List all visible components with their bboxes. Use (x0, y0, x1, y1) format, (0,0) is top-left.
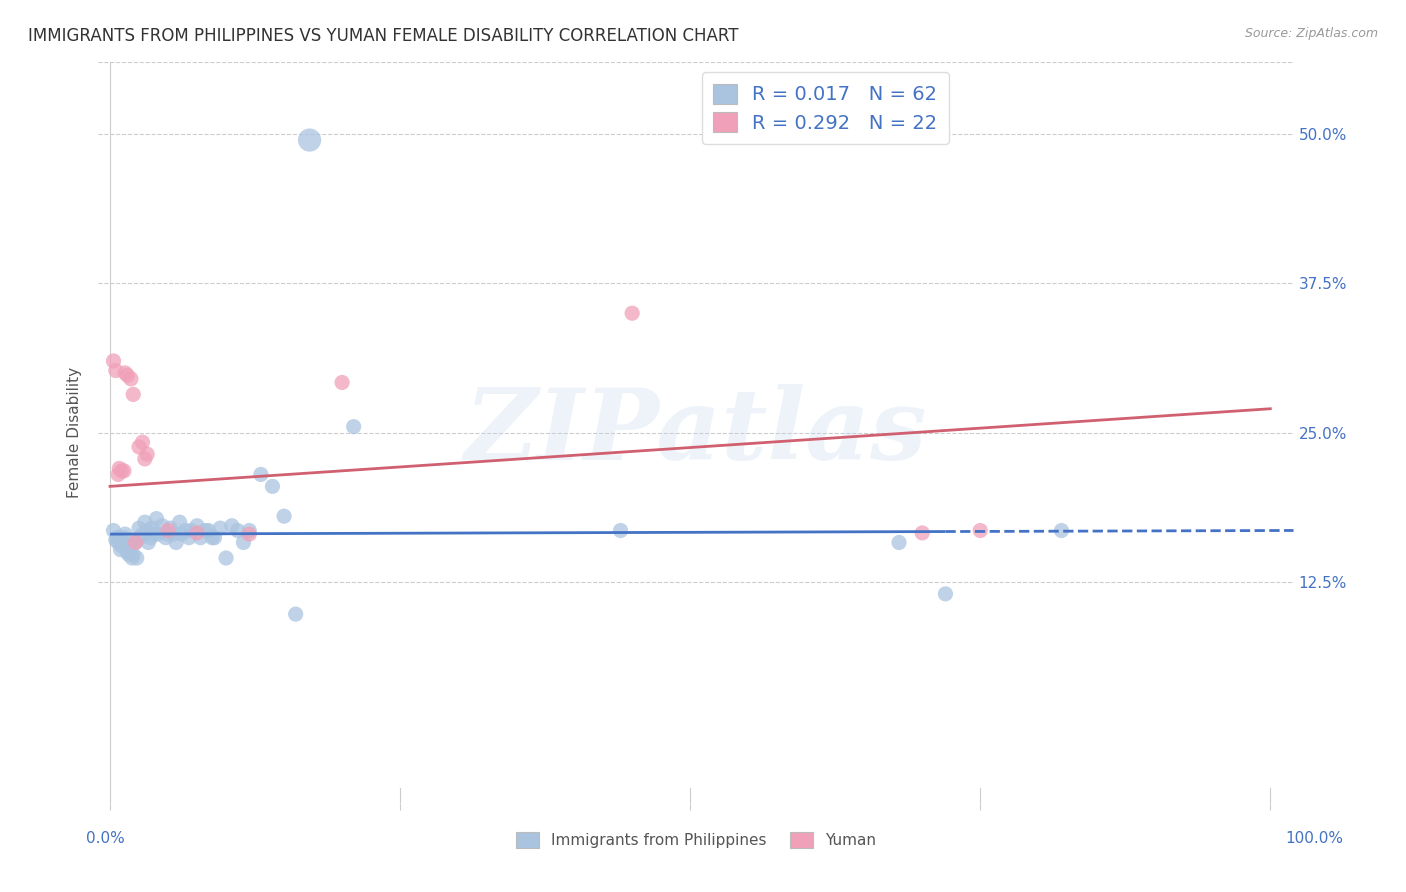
Point (165, 535, 187, 549)
Point (262, 479, 284, 493)
Point (177, 531, 200, 545)
Text: Source: ZipAtlas.com: Source: ZipAtlas.com (1244, 27, 1378, 40)
Point (115, 539, 138, 553)
Point (114, 527, 136, 541)
Point (111, 539, 134, 553)
Point (343, 419, 366, 434)
Point (118, 545, 141, 559)
Point (934, 587, 956, 601)
Y-axis label: Female Disability: Female Disability (67, 367, 83, 499)
Point (131, 527, 153, 541)
Point (121, 551, 143, 566)
Point (112, 464, 135, 478)
Point (609, 524, 631, 538)
Point (122, 548, 145, 562)
Point (104, 363, 127, 377)
Point (186, 525, 208, 540)
Point (215, 551, 238, 566)
Point (124, 535, 146, 549)
Point (117, 368, 139, 383)
Point (169, 515, 191, 529)
Point (117, 548, 139, 562)
Legend: Immigrants from Philippines, Yuman: Immigrants from Philippines, Yuman (510, 826, 882, 855)
Point (134, 515, 156, 529)
Point (1050, 524, 1073, 538)
Point (197, 524, 219, 538)
Point (155, 531, 177, 545)
Point (232, 535, 254, 549)
Point (209, 521, 232, 535)
Point (226, 524, 249, 538)
Point (125, 551, 148, 566)
Point (204, 531, 226, 545)
Point (136, 447, 159, 461)
Point (131, 435, 153, 450)
Text: 0.0%: 0.0% (86, 831, 125, 846)
Point (221, 518, 243, 533)
Point (170, 527, 193, 541)
Point (128, 521, 150, 535)
Point (201, 531, 224, 545)
Point (150, 518, 173, 533)
Point (111, 535, 134, 549)
Point (969, 524, 991, 538)
Point (107, 467, 129, 482)
Point (107, 535, 129, 549)
Point (136, 535, 159, 549)
Point (911, 525, 934, 540)
Point (284, 607, 307, 621)
Point (194, 524, 217, 538)
Point (128, 440, 150, 454)
Point (238, 524, 260, 538)
Point (163, 527, 186, 541)
Point (190, 531, 212, 545)
Text: 100.0%: 100.0% (1285, 831, 1344, 846)
Text: IMMIGRANTS FROM PHILIPPINES VS YUMAN FEMALE DISABILITY CORRELATION CHART: IMMIGRANTS FROM PHILIPPINES VS YUMAN FEM… (28, 27, 738, 45)
Point (117, 545, 139, 559)
Point (136, 524, 159, 538)
Point (621, 306, 644, 320)
Point (186, 518, 208, 533)
Point (112, 531, 135, 545)
Point (104, 533, 127, 547)
Point (141, 521, 163, 535)
Point (298, 133, 321, 147)
Point (238, 527, 260, 541)
Point (273, 509, 295, 524)
Point (250, 467, 273, 482)
Point (134, 451, 156, 466)
Point (174, 524, 197, 538)
Point (330, 376, 353, 390)
Point (129, 531, 152, 545)
Point (120, 539, 142, 553)
Point (105, 531, 128, 545)
Point (120, 372, 142, 386)
Point (108, 461, 131, 475)
Point (157, 524, 180, 538)
Point (887, 535, 910, 549)
Point (108, 531, 131, 545)
Point (122, 387, 145, 401)
Point (103, 524, 125, 538)
Point (148, 527, 170, 541)
Point (110, 542, 132, 557)
Point (111, 464, 134, 478)
Point (114, 366, 136, 380)
Point (139, 531, 162, 545)
Point (180, 524, 202, 538)
Point (103, 354, 125, 368)
Text: ZIPatlas: ZIPatlas (465, 384, 927, 481)
Point (143, 527, 166, 541)
Point (157, 527, 180, 541)
Point (124, 535, 146, 549)
Point (159, 521, 181, 535)
Point (145, 511, 167, 525)
